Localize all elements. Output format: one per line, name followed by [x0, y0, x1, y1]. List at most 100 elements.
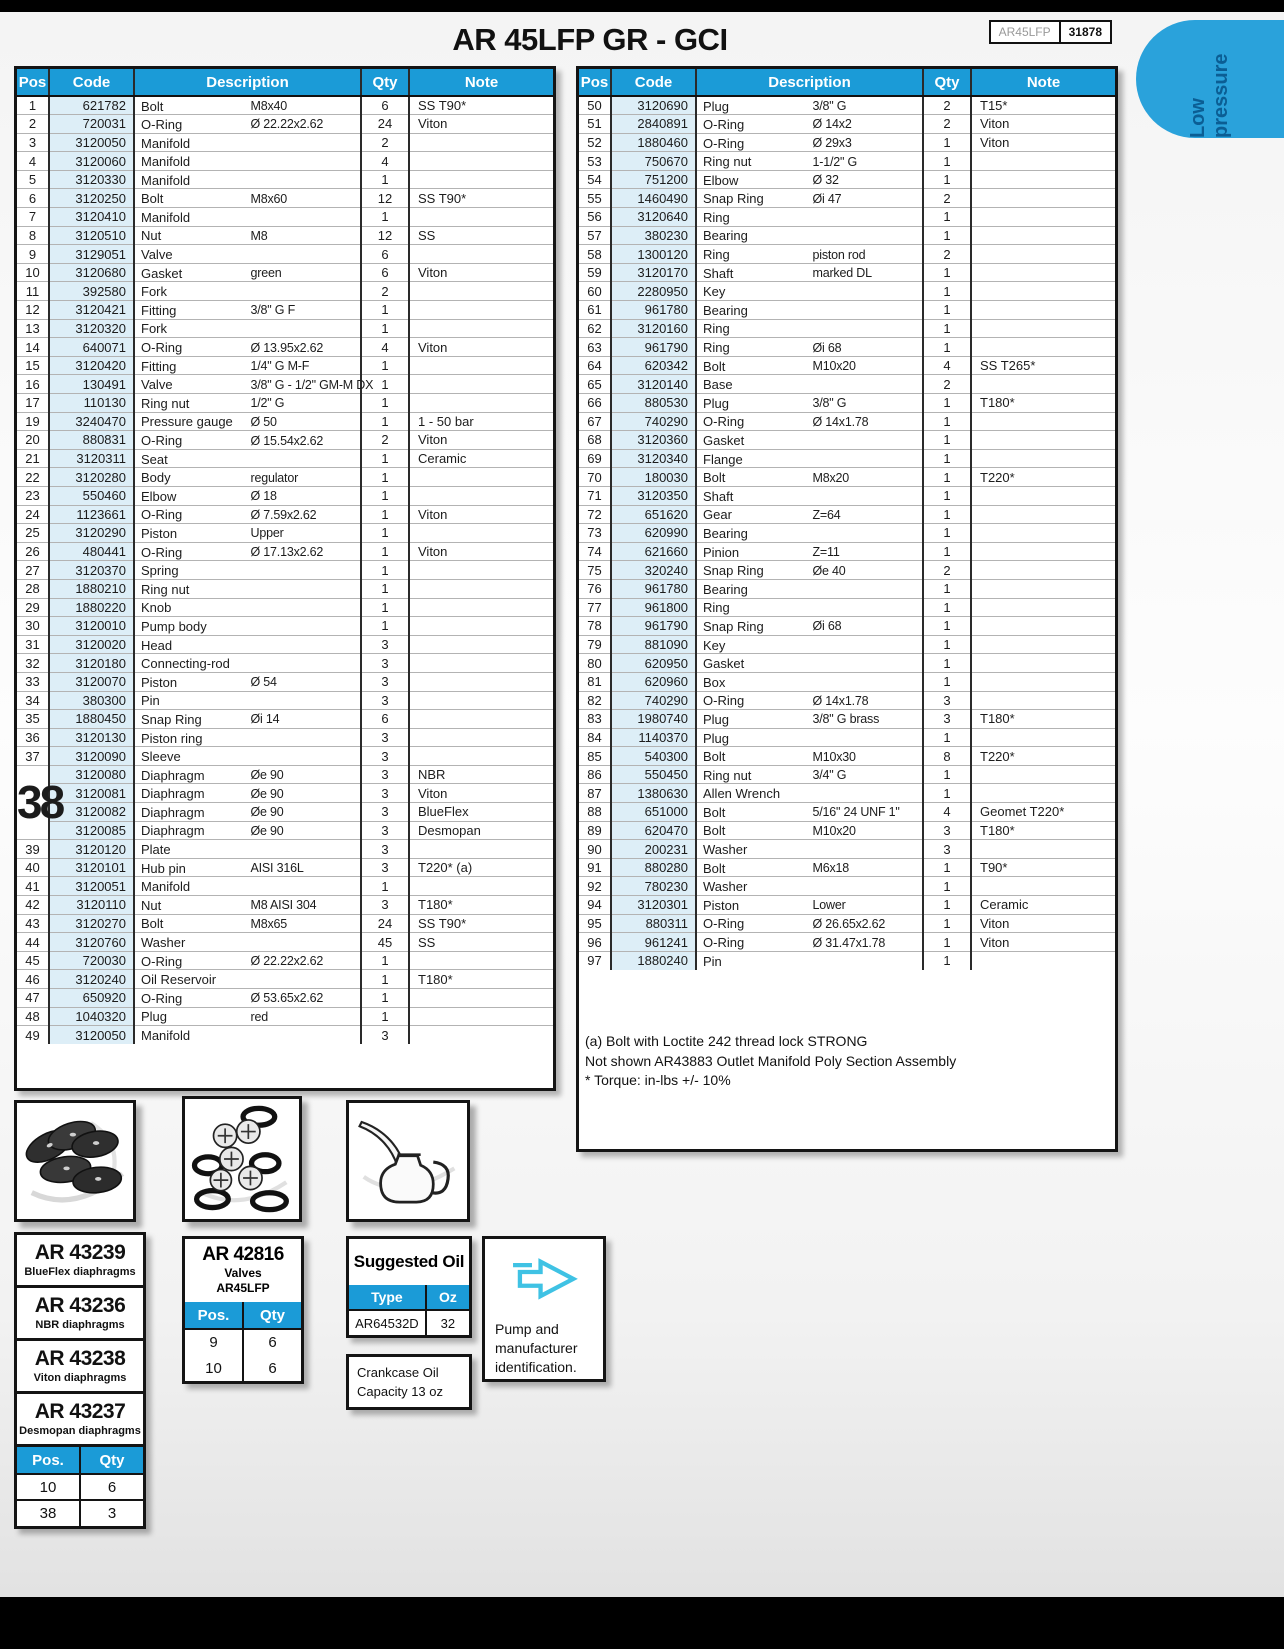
description-cell: Washer [696, 839, 924, 859]
qty-cell: 1 [361, 374, 410, 394]
parts-table-row: 14 640071 O-Ring Ø 13.95x2.62 4 Viton [17, 337, 553, 357]
description-name: Bearing [703, 581, 748, 597]
description-spec: Ø 14x1.78 [812, 693, 869, 708]
note-cell [971, 616, 1115, 636]
note-cell [409, 597, 553, 617]
suggested-oil-title: Suggested Oil [353, 1252, 465, 1271]
description-name: Fork [141, 284, 167, 300]
pump-id-line: identification. [495, 1358, 577, 1375]
parts-table-row: 36 3120130 Piston ring 3 [17, 727, 553, 747]
description-name: O-Ring [141, 116, 183, 132]
table-row: 10 6 [185, 1355, 301, 1381]
note-cell [971, 225, 1115, 245]
parts-table-row: 63 961790 Ring Øi 68 1 [579, 337, 1115, 357]
description-spec: Ø 15.54x2.62 [250, 433, 324, 448]
parts-table-row: 80 620950 Gasket 1 [579, 653, 1115, 673]
column-header-pos: Pos [579, 69, 612, 97]
parts-table-row: 13 3120320 Fork 1 [17, 318, 553, 338]
qty-cell: 1 [923, 281, 972, 301]
parts-table-row: 32 3120180 Connecting-rod 3 [17, 653, 553, 673]
note-cell [409, 950, 553, 970]
note-cell [971, 727, 1115, 747]
parts-table-row: 64 620342 Bolt M10x20 4 SS T265* [579, 355, 1115, 375]
description-cell: Ring nut 1/2" G [134, 393, 362, 413]
note-cell [971, 690, 1115, 710]
parts-table-left: Pos Code Description Qty Note 1 621782 Bol… [17, 69, 553, 1045]
code-cell: 751200 [611, 169, 697, 189]
pos-cell: 25 [17, 523, 50, 543]
page-title: AR 45LFP GR - GCI [452, 22, 728, 57]
description-cell: Knob [134, 597, 362, 617]
description-spec: 3/8" G brass [812, 712, 880, 727]
parts-table-row: 17 110130 Ring nut 1/2" G 1 [17, 393, 553, 413]
pos-cell: 60 [579, 281, 612, 301]
note-cell [409, 132, 553, 152]
parts-table-row: 59 3120170 Shaft marked DL 1 [579, 262, 1115, 282]
description-spec: Ø 54 [250, 675, 278, 690]
description-spec: AISI 316L [250, 861, 304, 876]
note-cell [971, 244, 1115, 264]
pos-cell: 14 [17, 337, 50, 357]
description-name: O-Ring [141, 953, 183, 969]
parts-table-row: 82 740290 O-Ring Ø 14x1.78 3 [579, 690, 1115, 710]
description-spec: Ø 53.65x2.62 [250, 991, 324, 1006]
qty-cell: 3 [361, 820, 410, 840]
description-cell: Diaphragm Øe 90 [134, 802, 362, 822]
valves-illustration [182, 1096, 302, 1222]
qty-cell: 1 [361, 169, 410, 189]
description-cell: Bolt M6x18 [696, 857, 924, 877]
qty-cell: 1 [361, 355, 410, 375]
code-cell: 3120080 [49, 764, 135, 784]
pos-cell: 76 [579, 578, 612, 599]
description-name: Bolt [141, 191, 164, 207]
code-cell: 3120690 [611, 95, 697, 115]
description-cell: Ring nut 1-1/2" G [696, 151, 924, 171]
description-name: Pump body [141, 618, 207, 634]
qty-cell: 1 [923, 932, 972, 952]
footnote-line: Not shown AR43883 Outlet Manifold Poly S… [585, 1052, 957, 1069]
note-cell [971, 578, 1115, 599]
description-spec: Ø 32 [812, 173, 840, 188]
parts-table-row: 69 3120340 Flange 1 [579, 448, 1115, 468]
pos-cell: 66 [579, 393, 612, 413]
description-name: Ring [703, 209, 730, 225]
description-name: Ring [703, 321, 730, 337]
description-cell: Piston Upper [134, 523, 362, 543]
parts-table-row: 91 880280 Bolt M6x18 1 T90* [579, 857, 1115, 877]
pos-cell: 39 [17, 839, 50, 859]
oil-oz-value: 32 [424, 1310, 469, 1335]
pos-cell: 86 [579, 764, 612, 784]
qty-cell: 1 [361, 616, 410, 636]
description-cell: Snap Ring Øi 14 [134, 709, 362, 729]
code-cell: 3120085 [49, 820, 135, 840]
description-spec: 3/8" G F [250, 303, 296, 318]
description-name: Gasket [141, 265, 183, 281]
parts-table-row: 56 3120640 Ring 1 [579, 207, 1115, 227]
description-name: Base [703, 377, 733, 393]
description-spec: marked DL [812, 266, 873, 281]
note-cell [971, 300, 1115, 320]
description-name: O-Ring [703, 135, 745, 151]
description-cell: Gear Z=64 [696, 504, 924, 524]
qty-cell: 1 [361, 411, 410, 431]
parts-table-row: 25 3120290 Piston Upper 1 [17, 523, 553, 543]
pos-cell: 13 [17, 318, 50, 338]
code-cell: 3120640 [611, 207, 697, 227]
note-cell: Viton [409, 114, 553, 134]
description-cell: Manifold [134, 132, 362, 152]
qty-cell: 1 [923, 523, 972, 543]
qty-cell: 1 [361, 988, 410, 1008]
description-cell: O-Ring Ø 14x1.78 [696, 690, 924, 710]
note-cell: SS T265* [971, 355, 1115, 375]
parts-table-row: 49 3120050 Manifold 3 [17, 1025, 553, 1045]
pos-cell: 54 [579, 169, 612, 189]
description-spec: M8x40 [250, 99, 288, 114]
pos-cell: 47 [17, 988, 50, 1008]
description-name: O-Ring [703, 116, 745, 132]
oil-type-value: AR64532D [349, 1310, 427, 1335]
description-name: Elbow [703, 172, 739, 188]
description-name: Manifold [141, 209, 191, 225]
pos-cell: 5 [17, 169, 50, 189]
description-cell: Elbow Ø 32 [696, 169, 924, 189]
kit-item: AR 43239 BlueFlex diaphragms [17, 1235, 143, 1288]
